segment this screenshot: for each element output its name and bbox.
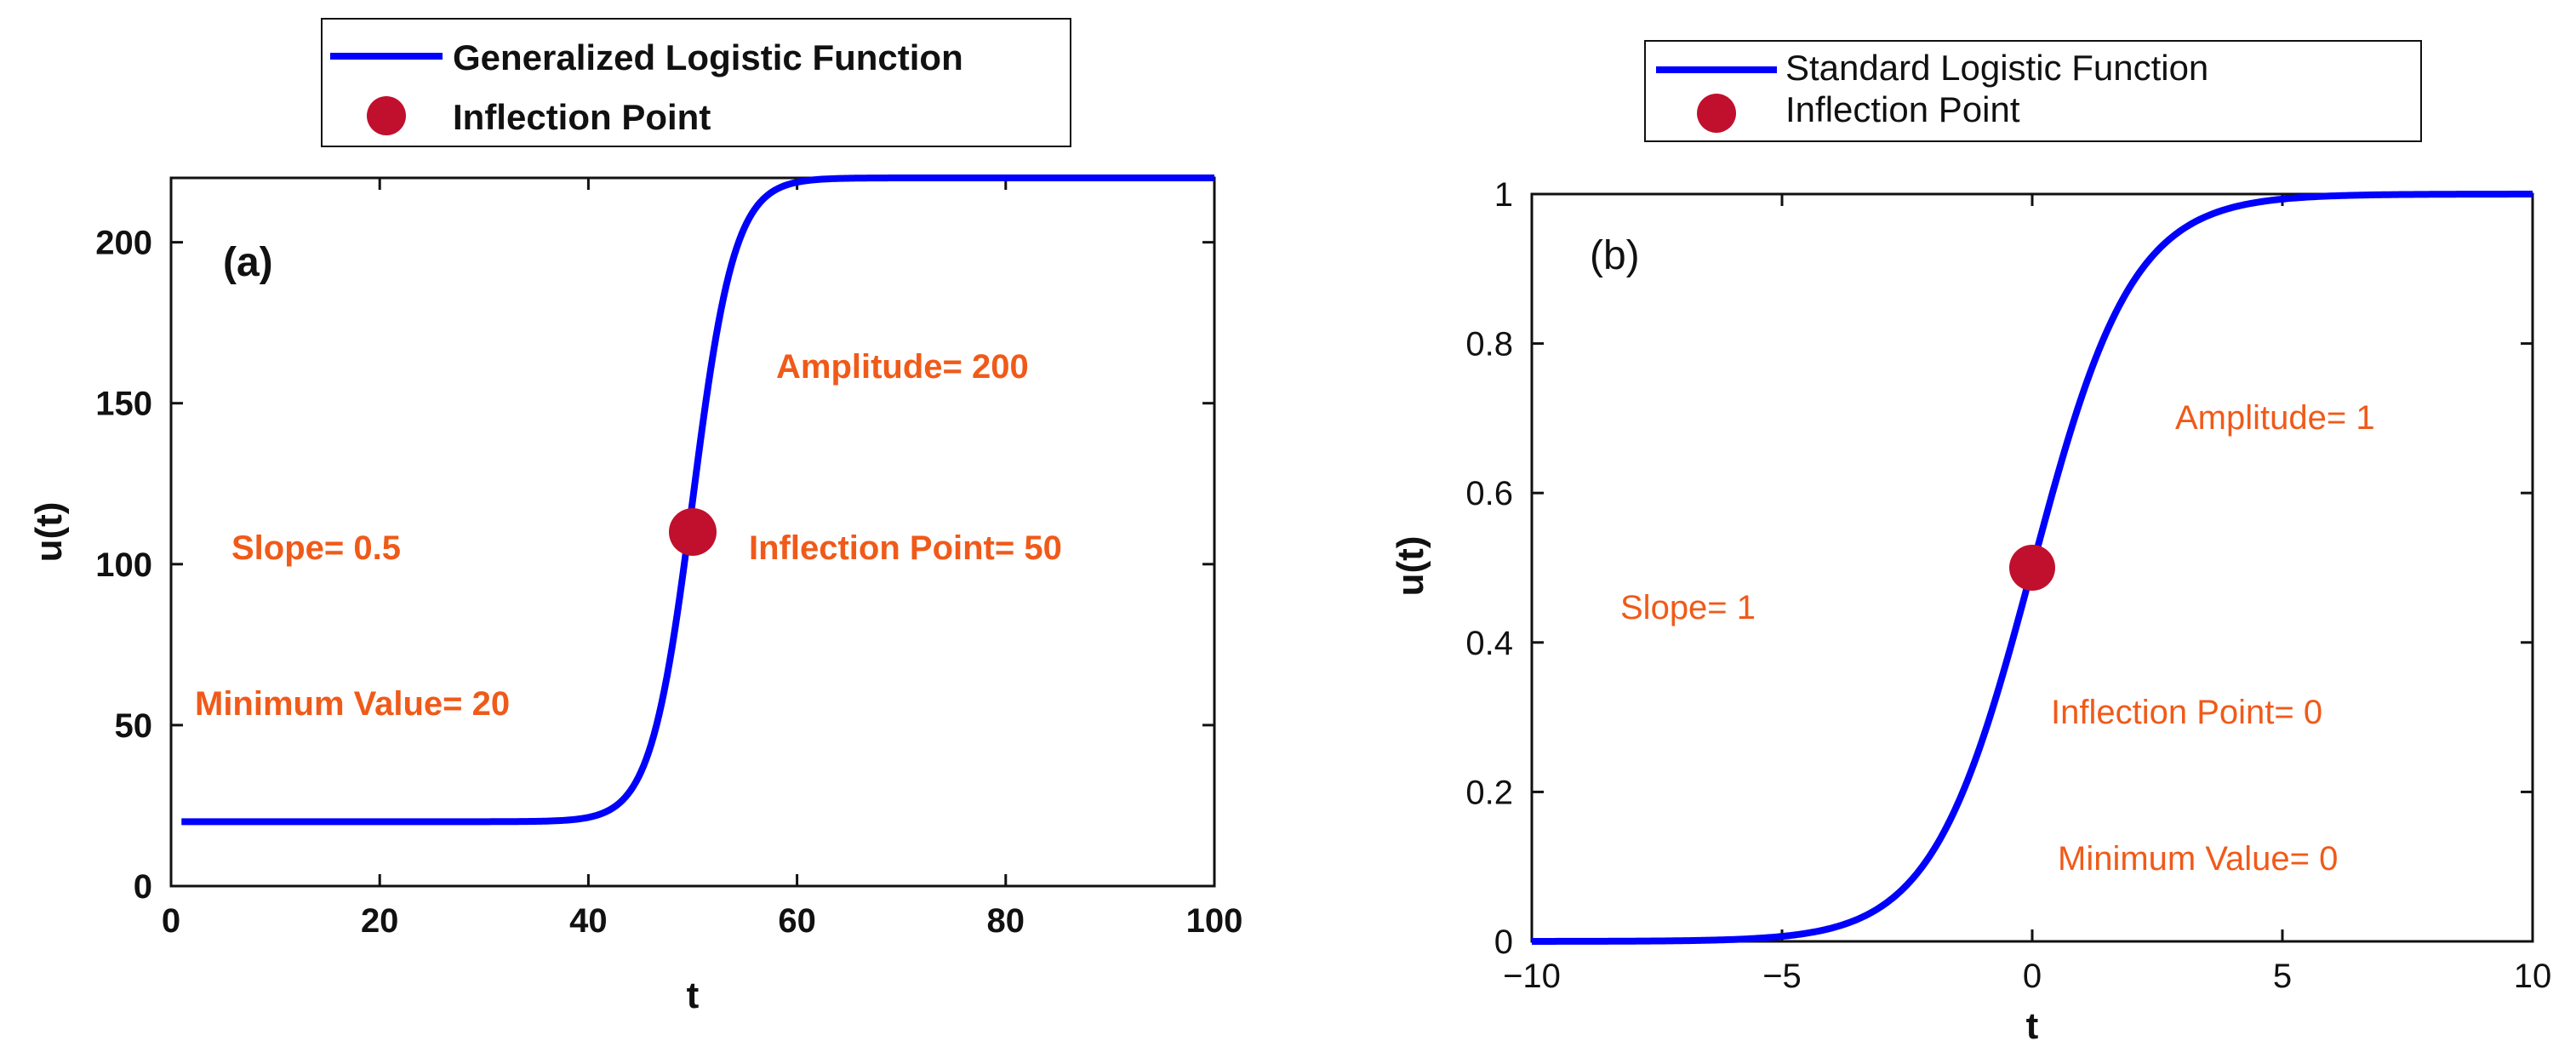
y-tick-label-a: 150 bbox=[95, 386, 152, 423]
legend-a-box bbox=[321, 18, 1071, 147]
y-axis-label-a: u(t) bbox=[28, 502, 70, 563]
y-tick-label-b: 0.8 bbox=[1465, 326, 1513, 363]
x-tick-label-b: 5 bbox=[2273, 958, 2292, 995]
legend-a-marker-swatch bbox=[367, 96, 406, 135]
y-tick-label-a: 100 bbox=[95, 546, 152, 584]
legend-a-label-marker: Inflection Point bbox=[453, 97, 711, 137]
y-tick-label-a: 0 bbox=[134, 868, 152, 906]
y-tick-label-a: 200 bbox=[95, 225, 152, 262]
annotation-slope-a: Slope= 0.5 bbox=[231, 529, 401, 567]
annotation-amplitude-a: Amplitude= 200 bbox=[776, 348, 1029, 386]
annotation-minimum-a: Minimum Value= 20 bbox=[195, 685, 510, 723]
x-tick-label-b: −5 bbox=[1762, 958, 1802, 995]
y-tick-label-b: 0 bbox=[1494, 924, 1513, 961]
inflection-point-marker-a bbox=[669, 508, 717, 556]
x-axis-label-b: t bbox=[2026, 1005, 2039, 1047]
legend-b-marker-swatch bbox=[1697, 94, 1736, 133]
chart-a: Generalized Logistic Function Inflection… bbox=[28, 18, 1242, 1016]
x-tick-label-b: −10 bbox=[1503, 958, 1561, 995]
x-tick-label-a: 20 bbox=[361, 902, 399, 940]
panel-label-a: (a) bbox=[223, 240, 273, 285]
legend-a-label-curve: Generalized Logistic Function bbox=[453, 37, 963, 77]
tick-labels-a: 0 20 40 60 80 100 0 50 100 150 200 bbox=[95, 225, 1242, 940]
ticks-a bbox=[169, 178, 1216, 888]
y-tick-label-b: 1 bbox=[1494, 176, 1513, 214]
legend-b-label-curve: Standard Logistic Function bbox=[1785, 48, 2208, 88]
panel-label-b: (b) bbox=[1590, 233, 1640, 278]
annotation-inflection-b: Inflection Point= 0 bbox=[2051, 694, 2322, 731]
x-tick-label-b: 10 bbox=[2514, 958, 2552, 995]
y-tick-label-a: 50 bbox=[115, 707, 153, 745]
x-axis-label-a: t bbox=[687, 975, 700, 1016]
tick-labels-b: −10 −5 0 5 10 0 0.2 0.4 0.6 0.8 1 bbox=[1465, 176, 2551, 995]
inflection-point-marker-b bbox=[2009, 545, 2055, 591]
y-axis-label-b: u(t) bbox=[1390, 536, 1431, 597]
legend-b-label-marker: Inflection Point bbox=[1785, 89, 2020, 129]
annotation-inflection-a: Inflection Point= 50 bbox=[749, 529, 1062, 567]
y-tick-label-b: 0.2 bbox=[1465, 774, 1513, 811]
legend-a: Generalized Logistic Function Inflection… bbox=[321, 18, 1071, 147]
annotation-slope-b: Slope= 1 bbox=[1620, 589, 1756, 626]
x-tick-label-a: 100 bbox=[1186, 902, 1243, 940]
x-tick-label-a: 0 bbox=[162, 902, 180, 940]
x-tick-label-a: 40 bbox=[569, 902, 608, 940]
legend-b-box bbox=[1644, 40, 2422, 142]
legend-b: Standard Logistic Function Inflection Po… bbox=[1644, 40, 2422, 142]
x-tick-label-b: 0 bbox=[2023, 958, 2042, 995]
chart-b: Standard Logistic Function Inflection Po… bbox=[1390, 40, 2551, 1047]
annotation-minimum-b: Minimum Value= 0 bbox=[2058, 840, 2338, 878]
y-tick-label-b: 0.6 bbox=[1465, 475, 1513, 512]
x-tick-label-a: 60 bbox=[778, 902, 816, 940]
y-tick-label-b: 0.4 bbox=[1465, 625, 1513, 662]
series-line-generalized-logistic bbox=[180, 174, 1215, 826]
annotation-amplitude-b: Amplitude= 1 bbox=[2175, 399, 2375, 437]
x-tick-label-a: 80 bbox=[987, 902, 1025, 940]
